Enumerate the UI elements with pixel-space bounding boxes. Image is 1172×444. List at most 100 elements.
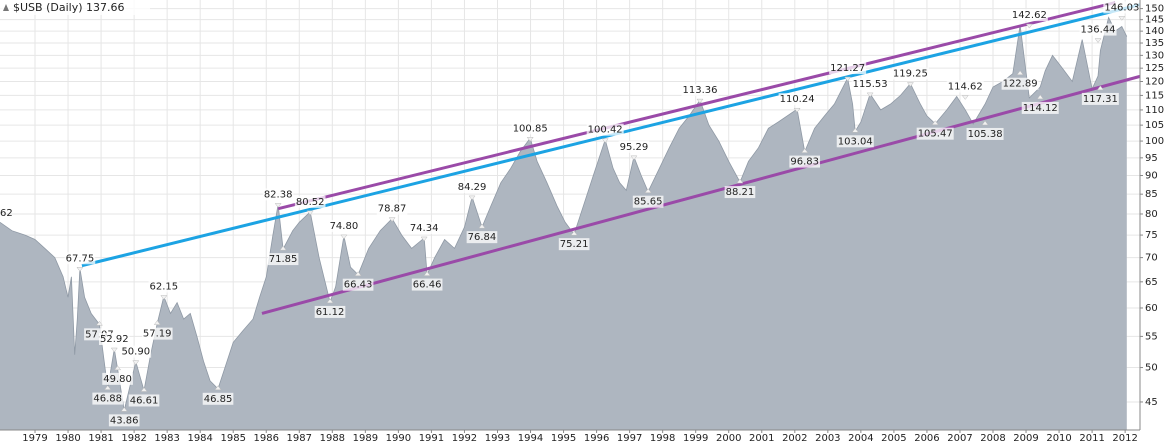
annotation-marker	[120, 406, 128, 412]
y-tick-label: 115	[1145, 90, 1164, 101]
x-tick-label: 1988	[320, 433, 345, 444]
annotation-label: 122.89	[1003, 79, 1038, 90]
annotation-bg	[1021, 101, 1059, 114]
annotation-marker	[570, 230, 578, 236]
x-tick-label: 1995	[551, 433, 576, 444]
annotation-label: 82.38	[264, 189, 293, 200]
annotation-label: 74.34	[410, 223, 439, 234]
annotation-bg	[1103, 1, 1141, 14]
annotation-marker	[1096, 85, 1104, 91]
annotation-label: 146.03	[1104, 2, 1139, 13]
annotation-bg	[836, 135, 874, 148]
annotation-bg	[98, 332, 130, 345]
y-tick-label: 150	[1145, 4, 1164, 15]
annotation-label: 114.62	[948, 81, 983, 92]
annotation-marker	[696, 98, 704, 104]
annotations: 67.7557.0746.8852.9249.8043.8650.9046.61…	[64, 1, 1141, 427]
annotation-bg	[120, 345, 152, 358]
y-tick-label: 135	[1145, 38, 1164, 49]
annotation-bg	[966, 127, 1004, 140]
annotation-bg	[64, 252, 96, 265]
title-icon	[3, 4, 9, 11]
annotation-bg	[632, 195, 664, 208]
annotation-bg	[1001, 77, 1039, 90]
annotation-marker	[132, 360, 140, 366]
annotation-marker	[274, 203, 282, 208]
annotation-bg	[294, 195, 326, 208]
y-tick-label: 105	[1145, 120, 1164, 131]
x-tick-label: 2009	[1013, 433, 1038, 444]
annotation-marker	[478, 223, 486, 229]
annotation-label: 96.83	[790, 157, 819, 168]
annotation-bg	[1010, 9, 1048, 22]
annotation-bg	[376, 202, 408, 215]
trend-line	[277, 1, 1116, 211]
annotation-label: 115.53	[853, 79, 888, 90]
y-tick-label: 90	[1145, 170, 1158, 181]
y-tick-label: 95	[1145, 153, 1158, 164]
x-tick-label: 1991	[419, 433, 444, 444]
x-tick-label: 1987	[287, 433, 312, 444]
annotation-label: 71.85	[269, 254, 298, 265]
annotation-marker	[1016, 70, 1024, 75]
annotation-marker	[981, 120, 989, 126]
annotation-bg	[342, 278, 374, 291]
annotation-marker	[1025, 23, 1033, 29]
annotation-bg	[262, 188, 294, 201]
annotation-bg	[1081, 92, 1119, 105]
annotation-marker	[279, 245, 287, 251]
annotation-marker	[110, 347, 118, 353]
x-tick-label: 2012	[1112, 433, 1137, 444]
x-tick-label: 1980	[55, 433, 80, 444]
y-tick-label: 80	[1145, 209, 1158, 220]
annotation-bg	[314, 305, 346, 318]
annotation-label: 95.29	[620, 142, 649, 153]
annotation-marker	[388, 217, 396, 223]
annotation-label: 114.12	[1023, 103, 1058, 114]
annotation-marker	[630, 155, 638, 161]
annotation-bg	[456, 180, 488, 193]
edge-label: 62	[0, 208, 13, 219]
x-tick-label: 1990	[386, 433, 411, 444]
annotation-bg	[724, 186, 756, 199]
x-tick-label: 1989	[353, 433, 378, 444]
annotation-marker	[1118, 16, 1126, 21]
y-tick-label: 100	[1145, 136, 1164, 147]
annotation-label: 43.86	[110, 415, 139, 426]
x-tick-label: 2010	[1046, 433, 1071, 444]
annotation-bg	[1079, 23, 1117, 36]
x-tick-label: 2001	[749, 433, 774, 444]
annotation-bg	[466, 231, 498, 244]
annotation-marker	[793, 107, 801, 113]
x-tick-label: 1994	[518, 433, 543, 444]
annotation-label: 117.31	[1083, 94, 1118, 105]
annotation-bg	[202, 392, 234, 405]
annotation-label: 80.52	[296, 197, 325, 208]
annotation-bg	[141, 327, 173, 340]
annotation-marker	[906, 82, 914, 87]
annotation-marker	[76, 267, 84, 272]
annotation-label: 49.80	[103, 374, 132, 385]
annotation-bg	[328, 219, 360, 232]
annotation-marker	[354, 271, 362, 276]
annotation-marker	[526, 137, 534, 142]
x-tick-label: 1999	[683, 433, 708, 444]
x-tick-label: 1979	[22, 433, 47, 444]
annotation-marker	[326, 298, 334, 304]
annotation-marker	[1094, 38, 1102, 43]
annotation-marker	[601, 138, 609, 144]
annotation-label: 57.19	[143, 329, 172, 340]
x-tick-label: 2011	[1079, 433, 1104, 444]
annotation-bg	[789, 155, 821, 168]
annotation-label: 61.12	[316, 307, 345, 318]
trend-line	[261, 74, 1141, 315]
y-tick-label: 145	[1145, 15, 1164, 26]
annotation-marker	[801, 148, 809, 153]
annotation-bg	[778, 93, 816, 106]
annotation-label: 74.80	[330, 221, 359, 232]
y-tick-label: 55	[1145, 331, 1158, 342]
x-tick-label: 1982	[121, 433, 146, 444]
x-tick-label: 1981	[88, 433, 113, 444]
annotation-marker	[866, 92, 874, 98]
